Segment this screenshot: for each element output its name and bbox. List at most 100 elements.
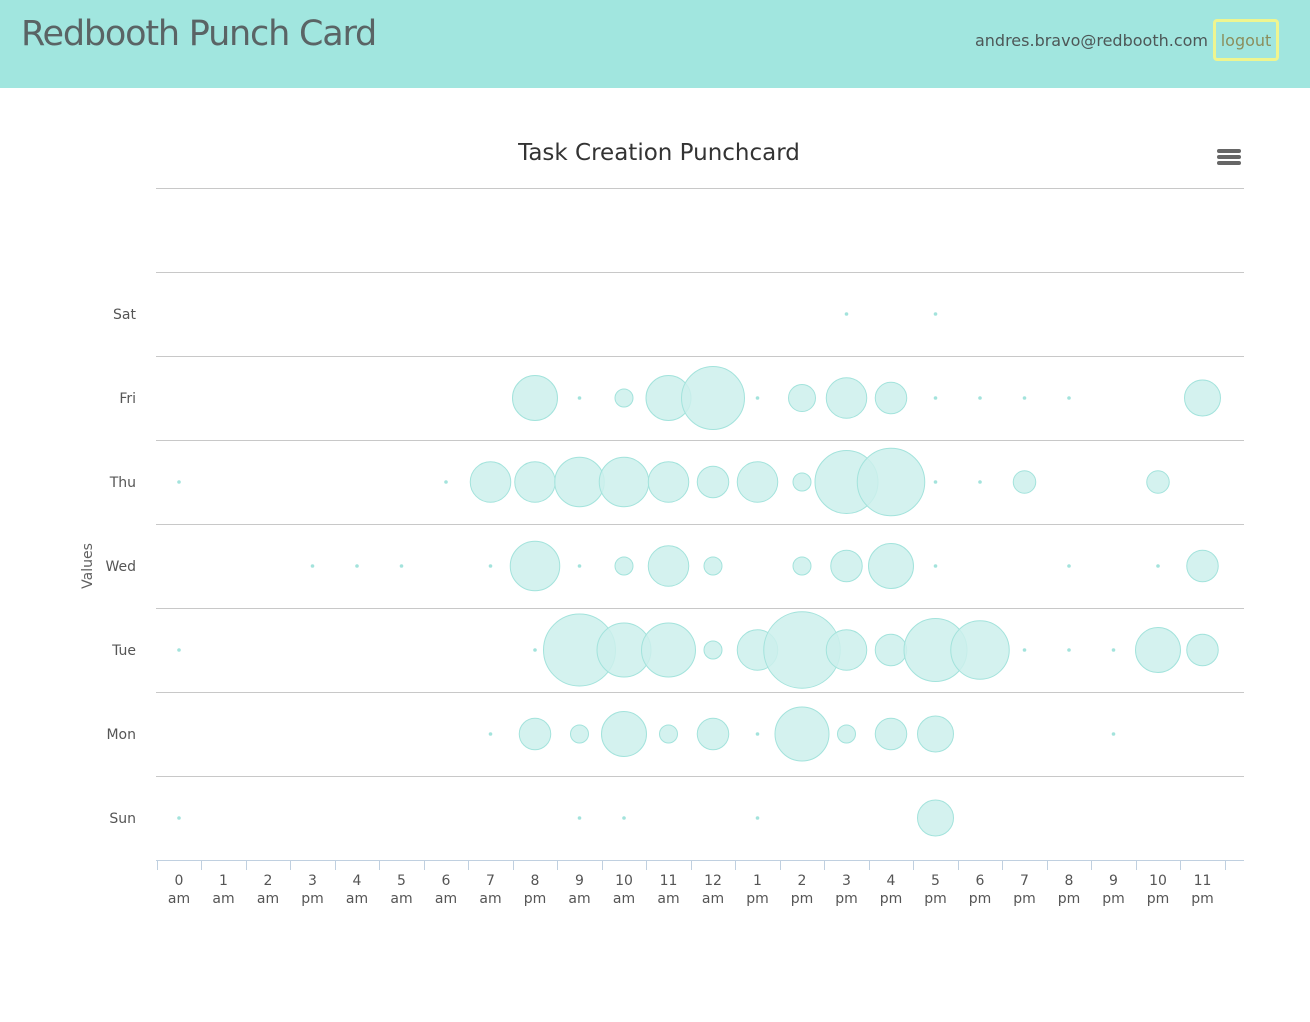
bubble-thu-16[interactable] xyxy=(856,447,926,517)
bubble-sun-10[interactable] xyxy=(622,816,626,820)
bubble-wed-12[interactable] xyxy=(703,556,723,576)
bubble-fri-23[interactable] xyxy=(1184,379,1221,417)
export-menu-button[interactable] xyxy=(1210,142,1248,174)
y-tick-label-tue: Tue xyxy=(111,643,136,659)
bubble-mon-13[interactable] xyxy=(755,732,760,736)
bubble-mon-21[interactable] xyxy=(1111,732,1116,736)
bubble-wed-22[interactable] xyxy=(1156,564,1160,568)
x-tick-label: 4 pm xyxy=(880,873,903,907)
x-axis: 0 am 1 am 2 am 3 pm 4 am 5 am 6 am 7 am 8 pm 9 am 10 am 11 am 12… xyxy=(156,860,1244,907)
bubble-sun-17[interactable] xyxy=(917,799,954,837)
x-tick-label: 7 am xyxy=(479,873,501,907)
bubble-thu-19[interactable] xyxy=(1012,470,1037,494)
bubble-wed-11[interactable] xyxy=(647,545,690,587)
bubble-fri-20[interactable] xyxy=(1067,396,1071,400)
x-tick-label: 2 pm xyxy=(791,873,814,907)
bubble-wed-16[interactable] xyxy=(868,543,914,589)
bubble-fri-9[interactable] xyxy=(577,396,582,400)
bubble-thu-12[interactable] xyxy=(696,465,730,499)
bubble-sun-0[interactable] xyxy=(177,816,181,820)
bubble-wed-20[interactable] xyxy=(1067,564,1071,568)
bubble-mon-16[interactable] xyxy=(874,717,908,751)
bubble-wed-14[interactable] xyxy=(792,556,812,576)
y-tick-label-thu: Thu xyxy=(109,475,136,491)
bubble-thu-8[interactable] xyxy=(514,461,556,503)
bubble-mon-8[interactable] xyxy=(518,717,552,751)
hamburger-menu-icon xyxy=(1217,149,1241,165)
bubble-wed-5[interactable] xyxy=(399,564,404,568)
bubble-fri-8[interactable] xyxy=(512,375,558,421)
bubble-mon-7[interactable] xyxy=(488,732,493,736)
x-tick-label: 12 am xyxy=(702,873,724,907)
bubble-tue-16[interactable] xyxy=(874,633,908,667)
bubble-fri-12[interactable] xyxy=(681,366,745,430)
bubble-thu-13[interactable] xyxy=(736,461,779,503)
bubble-wed-15[interactable] xyxy=(830,549,863,583)
bubble-thu-7[interactable] xyxy=(469,461,512,503)
bubble-thu-18[interactable] xyxy=(978,480,982,484)
bubble-fri-19[interactable] xyxy=(1022,396,1027,400)
bubble-wed-17[interactable] xyxy=(933,564,938,568)
bubble-sun-13[interactable] xyxy=(755,816,760,820)
y-tick-label-fri: Fri xyxy=(119,391,136,407)
bubble-wed-10[interactable] xyxy=(614,556,634,576)
x-tick-label: 8 pm xyxy=(1058,873,1081,907)
bubble-sat-17[interactable] xyxy=(933,312,938,316)
bubble-mon-12[interactable] xyxy=(696,717,730,751)
bubble-wed-8[interactable] xyxy=(509,540,561,592)
logout-button[interactable]: logout xyxy=(1213,19,1279,61)
bubble-tue-18[interactable] xyxy=(950,620,1010,680)
bubble-sat-15[interactable] xyxy=(844,312,849,316)
bubble-thu-9[interactable] xyxy=(554,456,605,508)
bubble-mon-14[interactable] xyxy=(774,706,830,762)
bubble-fri-10[interactable] xyxy=(614,388,634,408)
bubble-tue-22[interactable] xyxy=(1135,627,1181,673)
bubble-thu-14[interactable] xyxy=(792,472,812,492)
bubble-tue-23[interactable] xyxy=(1186,633,1219,667)
y-tick-label-mon: Mon xyxy=(106,727,136,743)
bubble-wed-9[interactable] xyxy=(577,564,582,568)
bubble-thu-11[interactable] xyxy=(647,461,690,503)
bubble-thu-22[interactable] xyxy=(1146,470,1170,494)
x-tick-label: 10 am xyxy=(613,873,635,907)
punchcard-chart: Task Creation Punchcard Values Sun Mon Tue… xyxy=(80,140,1248,907)
bubble-wed-3[interactable] xyxy=(310,564,315,568)
bubble-sun-9[interactable] xyxy=(577,816,582,820)
bubble-wed-4[interactable] xyxy=(355,564,359,568)
bubble-mon-9[interactable] xyxy=(570,724,589,744)
y-axis-label: Values xyxy=(80,543,96,589)
x-tick-label: 3 pm xyxy=(301,873,324,907)
bubble-thu-6[interactable] xyxy=(444,480,448,484)
bubble-tue-12[interactable] xyxy=(703,640,723,660)
bubble-fri-13[interactable] xyxy=(755,396,760,400)
bubble-fri-16[interactable] xyxy=(874,381,908,415)
x-tick-label: 5 pm xyxy=(924,873,947,907)
bubble-tue-0[interactable] xyxy=(177,648,181,652)
y-tick-label-wed: Wed xyxy=(105,559,136,575)
bubble-tue-21[interactable] xyxy=(1111,648,1116,652)
x-tick-label: 6 pm xyxy=(969,873,992,907)
bubble-mon-17[interactable] xyxy=(917,715,954,753)
app-title: Redbooth Punch Card xyxy=(21,14,377,54)
bubble-series xyxy=(177,312,1221,837)
x-tick-label: 9 am xyxy=(568,873,590,907)
bubble-thu-0[interactable] xyxy=(177,480,181,484)
app-header: Redbooth Punch Card andres.bravo@redboot… xyxy=(0,0,1310,88)
bubble-fri-15[interactable] xyxy=(825,377,868,419)
bubble-fri-17[interactable] xyxy=(933,396,938,400)
bubble-tue-20[interactable] xyxy=(1067,648,1071,652)
bubble-thu-10[interactable] xyxy=(598,456,650,508)
bubble-tue-15[interactable] xyxy=(825,629,868,671)
bubble-fri-18[interactable] xyxy=(978,396,982,400)
bubble-wed-23[interactable] xyxy=(1186,549,1219,583)
bubble-tue-11[interactable] xyxy=(641,622,696,678)
bubble-mon-10[interactable] xyxy=(601,711,647,757)
bubble-mon-15[interactable] xyxy=(837,724,856,744)
bubble-tue-8[interactable] xyxy=(533,648,537,652)
bubble-mon-11[interactable] xyxy=(659,724,678,744)
bubble-tue-19[interactable] xyxy=(1022,648,1027,652)
gridlines xyxy=(156,188,1244,777)
bubble-fri-14[interactable] xyxy=(788,384,816,412)
bubble-thu-17[interactable] xyxy=(933,480,938,484)
bubble-wed-7[interactable] xyxy=(488,564,493,568)
